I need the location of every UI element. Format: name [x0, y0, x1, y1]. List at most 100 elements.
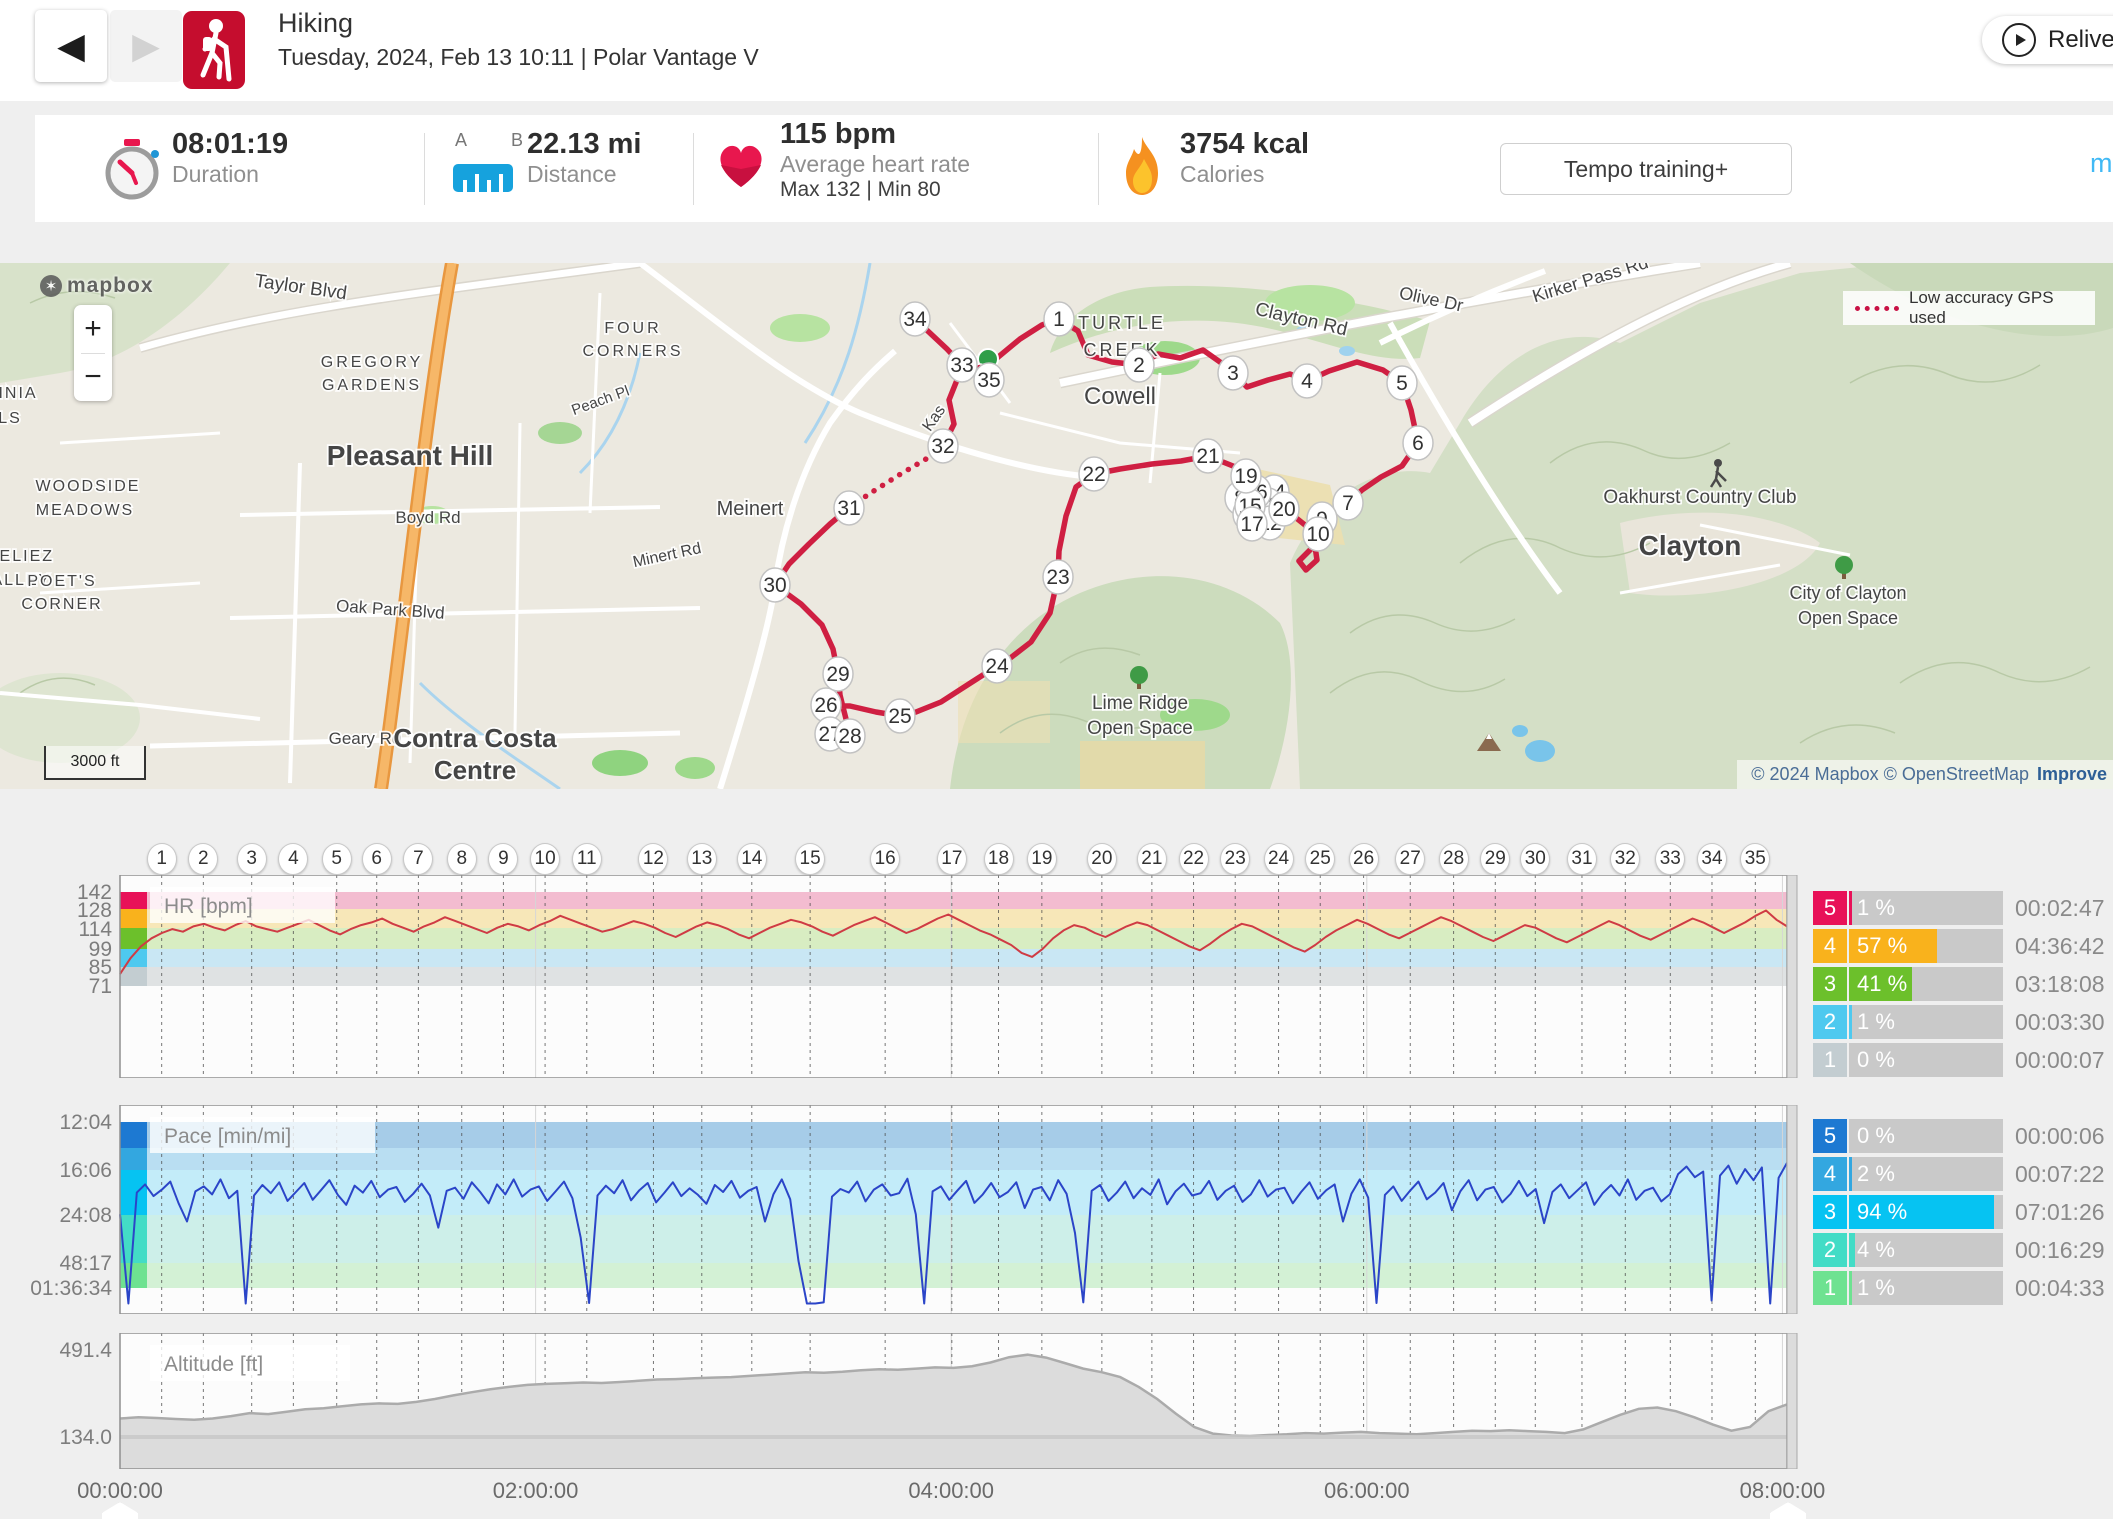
- previous-activity-button[interactable]: ◀: [35, 10, 107, 82]
- zone-percent: 0 %: [1857, 1123, 1895, 1148]
- relive-button[interactable]: Relive: [1982, 16, 2113, 64]
- lap-marker[interactable]: 31: [1566, 843, 1597, 875]
- pace-chart[interactable]: Pace [min/mi] 12:04 16:06 24:08 48:1701:36:3…: [30, 1105, 1810, 1314]
- lap-marker[interactable]: 14: [736, 843, 767, 875]
- lap-marker[interactable]: 4: [278, 843, 309, 875]
- map-waypoint-marker[interactable]: 10: [1302, 516, 1334, 552]
- lap-marker[interactable]: 1: [146, 843, 177, 875]
- lap-marker[interactable]: 22: [1178, 843, 1209, 875]
- lap-marker[interactable]: 21: [1136, 843, 1167, 875]
- zoom-out-button[interactable]: −: [84, 360, 102, 394]
- lap-marker[interactable]: 17: [936, 843, 967, 875]
- map-waypoint-marker[interactable]: 23: [1042, 559, 1074, 595]
- next-activity-button[interactable]: ▶: [110, 10, 182, 82]
- map-waypoint-marker[interactable]: 25: [884, 698, 916, 734]
- lap-marker[interactable]: 19: [1026, 843, 1057, 875]
- lap-marker[interactable]: 25: [1305, 843, 1336, 875]
- map-label: INIA: [0, 385, 38, 402]
- map-waypoint-marker[interactable]: 22: [1078, 456, 1110, 492]
- lap-marker[interactable]: 6: [361, 843, 392, 875]
- lap-marker[interactable]: 13: [686, 843, 717, 875]
- range-slider-left-handle[interactable]: [102, 1502, 138, 1519]
- lap-marker[interactable]: 35: [1740, 843, 1771, 875]
- lap-marker[interactable]: 12: [638, 843, 669, 875]
- map-waypoint-marker[interactable]: 21: [1192, 438, 1224, 474]
- zone-percent: 4 %: [1857, 1237, 1895, 1262]
- map-label: RELIEZ: [0, 548, 54, 565]
- lap-marker[interactable]: 34: [1696, 843, 1727, 875]
- map-label: Oakhurst Country Club: [1603, 487, 1796, 508]
- lap-marker[interactable]: 32: [1610, 843, 1641, 875]
- svg-text:HR [bpm]: HR [bpm]: [164, 895, 253, 918]
- map-waypoint-marker[interactable]: 26: [810, 687, 842, 723]
- lap-marker[interactable]: 15: [795, 843, 826, 875]
- map-waypoint-marker[interactable]: 7: [1332, 485, 1364, 521]
- more-link[interactable]: m: [2090, 148, 2113, 178]
- lap-marker[interactable]: 9: [488, 843, 519, 875]
- lap-marker[interactable]: 20: [1086, 843, 1117, 875]
- lap-marker[interactable]: 24: [1263, 843, 1294, 875]
- map-waypoint-marker[interactable]: 20: [1268, 491, 1300, 527]
- hr-max-min: Max 132 | Min 80: [780, 178, 941, 201]
- calories-value: 3754 kcal: [1180, 128, 1310, 160]
- time-axis-label: 06:00:00: [1323, 1478, 1410, 1503]
- lap-marker[interactable]: 29: [1480, 843, 1511, 875]
- lap-marker[interactable]: 30: [1520, 843, 1551, 875]
- lap-marker[interactable]: 11: [571, 843, 602, 875]
- stats-bar: 08:01:19 Duration A B 22.13 mi Distance: [35, 115, 2113, 222]
- zone-bar: 94 %: [1849, 1195, 2003, 1229]
- dotted-line-icon: [1855, 305, 1899, 311]
- map-waypoint-marker[interactable]: 34: [899, 301, 931, 337]
- lap-marker[interactable]: 33: [1655, 843, 1686, 875]
- lap-marker[interactable]: 10: [530, 843, 561, 875]
- map-waypoint-marker[interactable]: 1: [1043, 301, 1075, 337]
- lap-marker[interactable]: 23: [1220, 843, 1251, 875]
- zoom-in-button[interactable]: +: [84, 311, 102, 345]
- attribution-text: © 2024 Mapbox © OpenStreetMap: [1751, 764, 2029, 784]
- svg-text:28: 28: [838, 725, 861, 748]
- map-waypoint-marker[interactable]: 4: [1291, 363, 1323, 399]
- map-waypoint-marker[interactable]: 5: [1386, 365, 1418, 401]
- map-waypoint-marker[interactable]: 24: [981, 648, 1013, 684]
- lap-marker[interactable]: 26: [1348, 843, 1379, 875]
- lap-marker[interactable]: 3: [236, 843, 267, 875]
- svg-text:17: 17: [1240, 513, 1263, 536]
- lap-marker[interactable]: 8: [446, 843, 477, 875]
- lap-marker[interactable]: 16: [870, 843, 901, 875]
- lap-marker[interactable]: 28: [1438, 843, 1469, 875]
- lap-marker[interactable]: 18: [983, 843, 1014, 875]
- map-waypoint-marker[interactable]: 33: [946, 347, 978, 383]
- map-waypoint-marker[interactable]: 6: [1402, 425, 1434, 461]
- hr-zone-row: 5 1 % 00:02:47: [1813, 891, 2113, 925]
- lap-marker[interactable]: 5: [321, 843, 352, 875]
- mapbox-logo[interactable]: ✶ mapbox: [40, 274, 154, 298]
- svg-text:142: 142: [77, 881, 112, 904]
- route-map[interactable]: Taylor Blvd GREGORY GARDENS FOUR CORNERS Plea…: [0, 263, 2113, 789]
- route-b-label: B: [510, 130, 523, 150]
- svg-text:30: 30: [763, 574, 786, 597]
- altitude-chart[interactable]: Altitude [ft] 491.4 134.0: [30, 1333, 1810, 1469]
- svg-text:85: 85: [89, 956, 112, 979]
- map-waypoint-marker[interactable]: 31: [833, 490, 865, 526]
- map-waypoint-marker[interactable]: 28: [834, 718, 866, 754]
- improve-map-link[interactable]: Improve: [2036, 764, 2107, 784]
- range-slider-right-handle[interactable]: [1770, 1502, 1806, 1519]
- lap-marker[interactable]: 27: [1395, 843, 1426, 875]
- svg-text:24:08: 24:08: [59, 1204, 112, 1227]
- map-waypoint-marker[interactable]: 35: [973, 362, 1005, 398]
- zone-number: 2: [1813, 1005, 1847, 1039]
- training-benefit-button[interactable]: Tempo training+: [1500, 143, 1792, 195]
- lap-marker[interactable]: 7: [403, 843, 434, 875]
- map-waypoint-marker[interactable]: 3: [1217, 355, 1249, 391]
- map-waypoint-marker[interactable]: 30: [759, 567, 791, 603]
- lap-marker[interactable]: 2: [188, 843, 219, 875]
- distance-value: 22.13 mi: [527, 128, 642, 160]
- map-waypoint-marker[interactable]: 17: [1236, 506, 1268, 542]
- map-waypoint-marker[interactable]: 32: [927, 428, 959, 464]
- svg-text:Pace [min/mi]: Pace [min/mi]: [164, 1125, 291, 1148]
- map-waypoint-marker[interactable]: 29: [822, 656, 854, 692]
- map-waypoint-marker[interactable]: 19: [1230, 458, 1262, 494]
- map-waypoint-marker[interactable]: 2: [1123, 347, 1155, 383]
- golfer-icon: [1709, 459, 1727, 488]
